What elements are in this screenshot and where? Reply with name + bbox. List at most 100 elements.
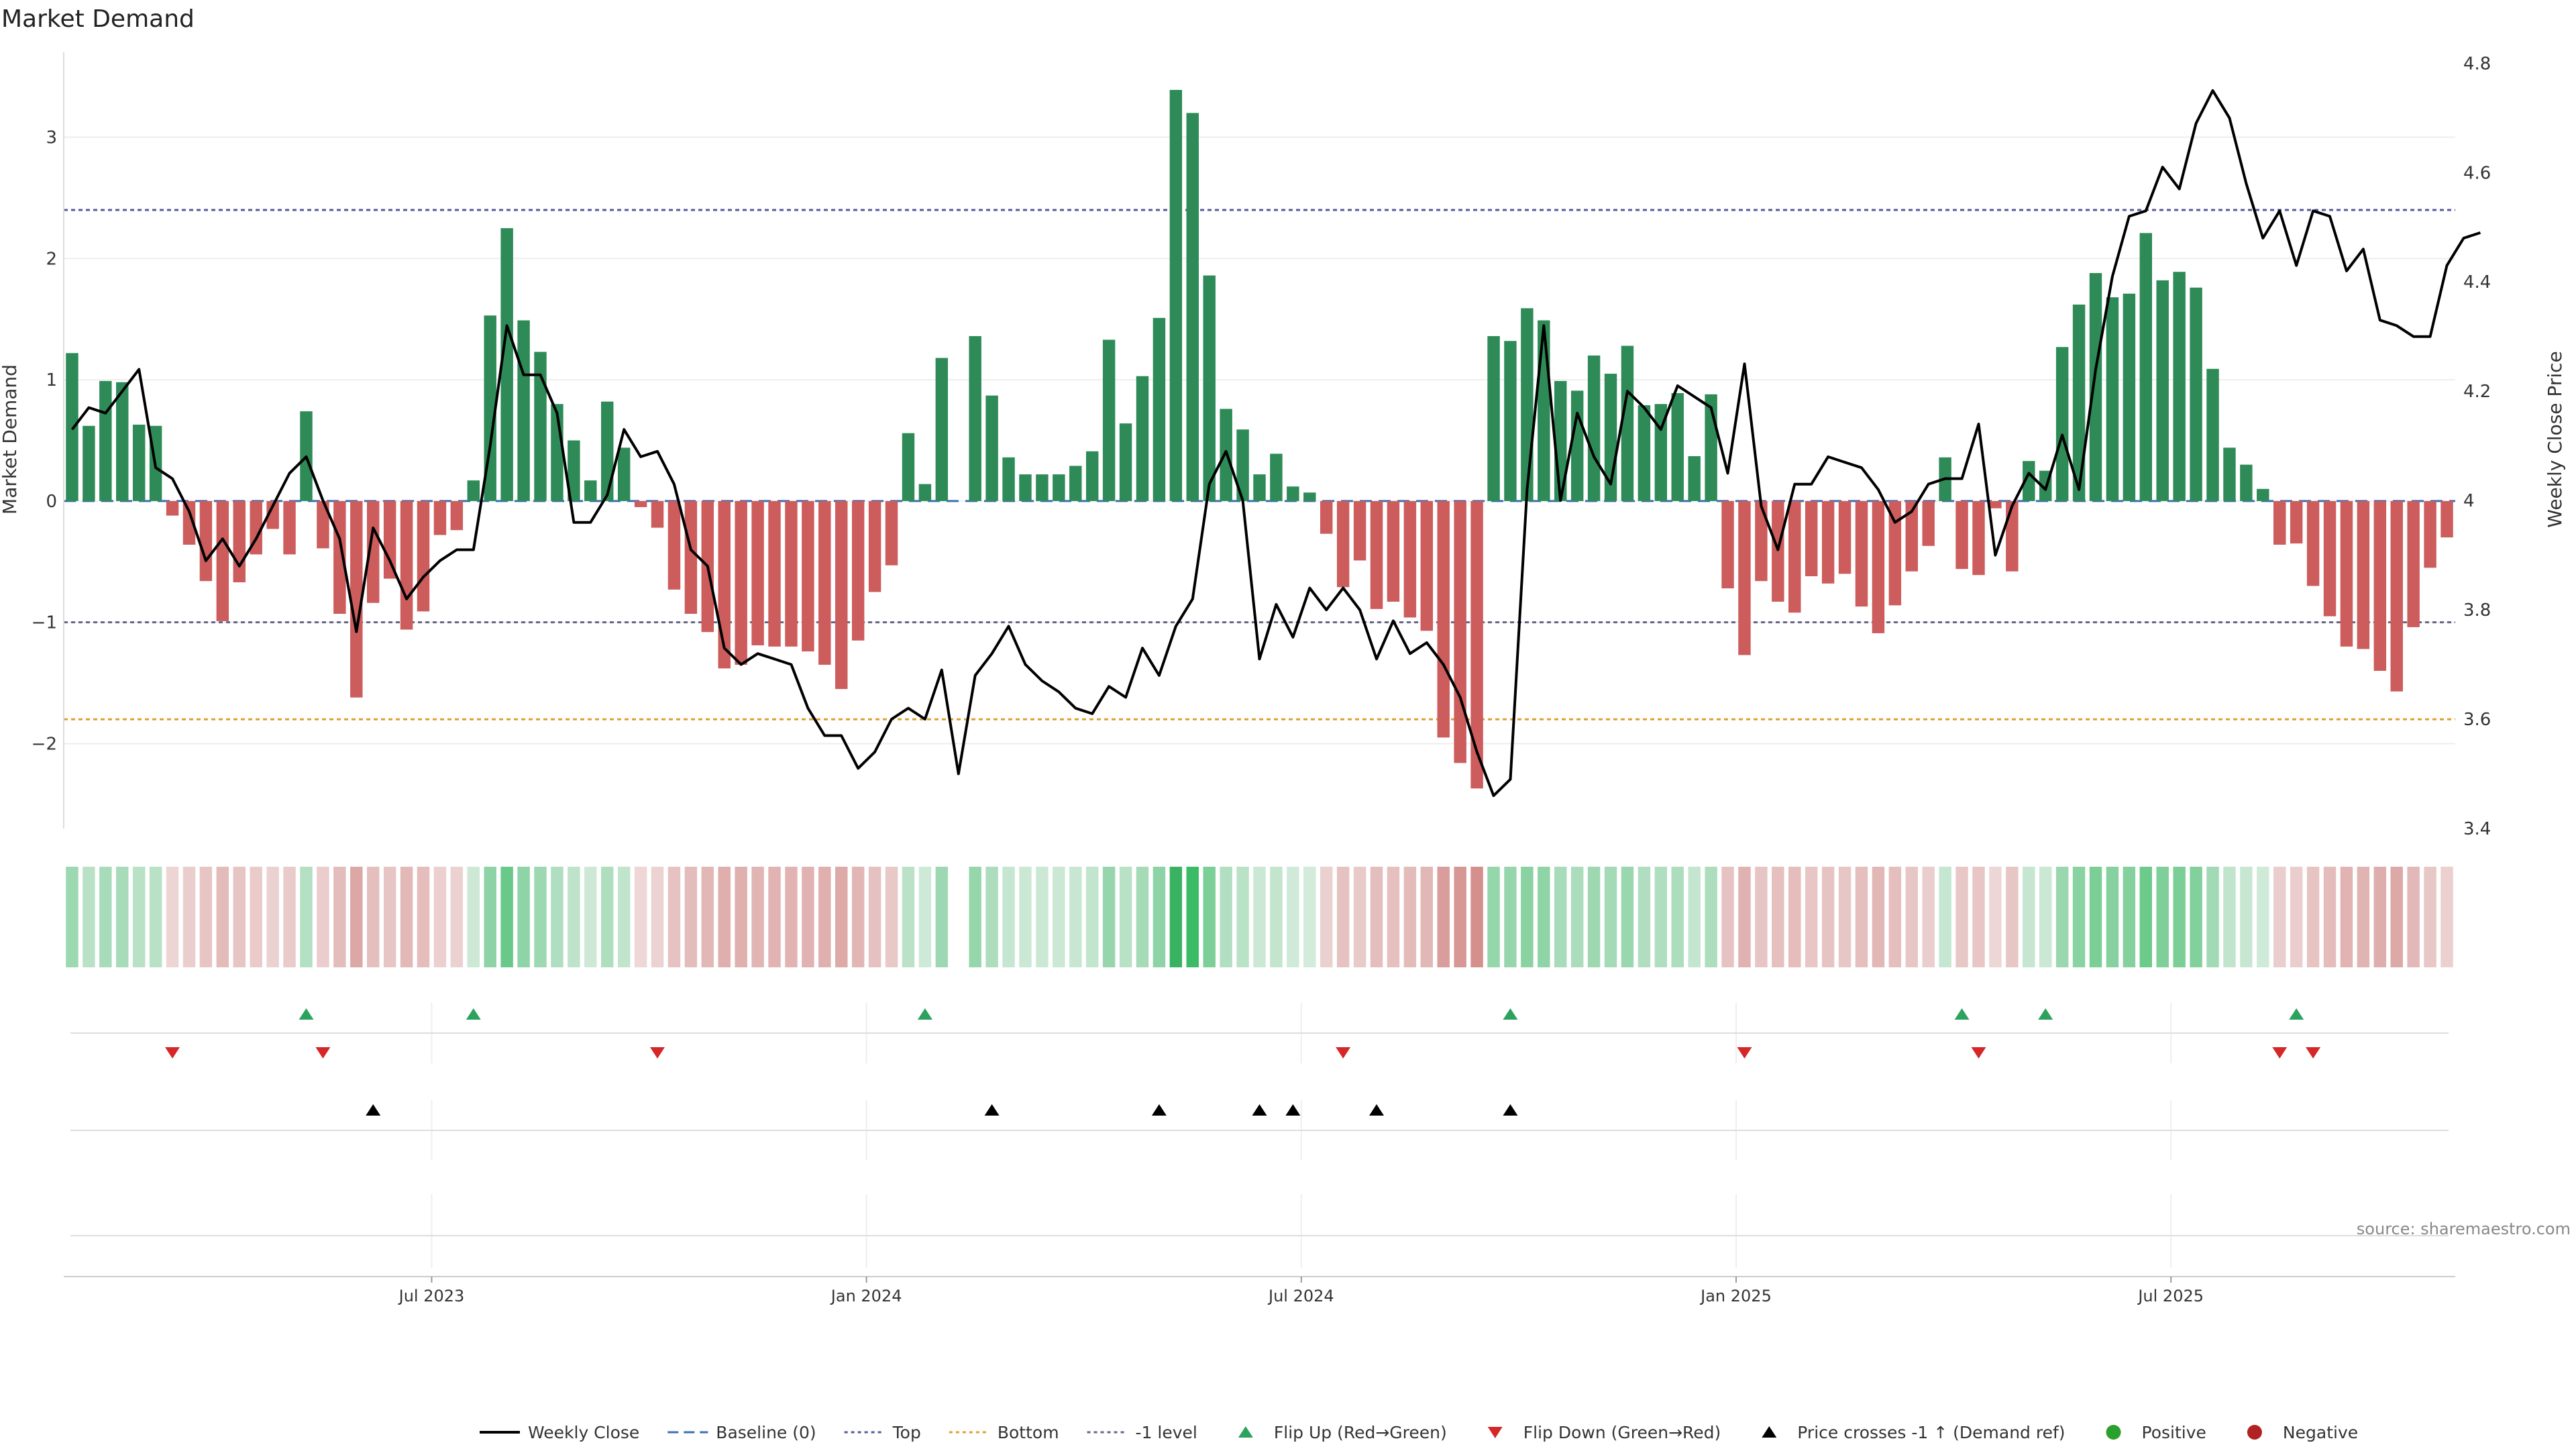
x-tick-label: Jan 2025: [1699, 1287, 1772, 1305]
demand-bar: [1721, 500, 1734, 589]
weekly-close-line: [70, 89, 2481, 798]
legend-swatch: [1238, 1426, 1253, 1438]
demand-bar: [1772, 500, 1784, 602]
flip-up-marker: [2289, 1008, 2304, 1020]
heat-cell: [684, 867, 698, 967]
demand-bar: [2257, 488, 2269, 501]
price-line: [70, 89, 2481, 798]
heat-cell: [2390, 867, 2403, 967]
right-tick-label: 4.8: [2463, 54, 2491, 74]
demand-bar: [1755, 500, 1768, 582]
heat-cell: [2089, 867, 2102, 967]
price-cross-marker: [1503, 1104, 1518, 1116]
heat-cell: [1772, 867, 1784, 967]
demand-bar: [1387, 500, 1400, 602]
demand-bar: [2055, 347, 2069, 501]
heat-cell: [2190, 867, 2202, 967]
x-tick-label: Jul 2025: [2137, 1287, 2204, 1305]
right-tick-label: 4.4: [2463, 272, 2491, 292]
heat-cell: [802, 867, 814, 967]
heat-cell: [1671, 867, 1684, 967]
empty-panel: [70, 1194, 2449, 1268]
heat-cell: [768, 867, 781, 967]
heat-cell: [199, 867, 213, 967]
heat-cell: [500, 867, 513, 967]
heat-cell: [1521, 867, 1534, 967]
heat-cell: [1705, 867, 1717, 967]
demand-bar: [2156, 280, 2169, 501]
legend-swatch: [2247, 1425, 2262, 1440]
heat-cell: [1922, 867, 1935, 967]
heat-cell: [1320, 867, 1333, 967]
flip-down-marker: [2272, 1047, 2288, 1059]
demand-bar: [1872, 500, 1885, 633]
demand-bar: [2240, 464, 2253, 501]
demand-bar: [601, 401, 614, 501]
heat-cell: [568, 867, 580, 967]
left-tick-label: 1: [46, 370, 57, 390]
demand-bar: [1437, 500, 1450, 738]
heat-cell: [149, 867, 162, 967]
heat-cell: [1152, 867, 1166, 967]
heat-cell: [66, 867, 78, 967]
heat-cell: [317, 867, 329, 967]
x-tick-label: Jul 2023: [398, 1287, 465, 1305]
flip-up-marker: [917, 1008, 932, 1020]
demand-bar: [534, 352, 547, 501]
demand-bar: [1587, 355, 1601, 501]
demand-bar: [2306, 500, 2320, 586]
demand-bar: [1370, 500, 1383, 609]
demand-bar: [2407, 500, 2420, 627]
heat-cell: [902, 867, 915, 967]
demand-bar: [1621, 345, 1634, 501]
heat-cell: [1303, 867, 1316, 967]
demand-bar: [1353, 500, 1366, 561]
demand-bar: [868, 500, 881, 592]
price-cross-marker: [366, 1104, 381, 1116]
heat-cell: [584, 867, 597, 967]
heat-cell: [1821, 867, 1835, 967]
demand-bar: [1788, 500, 1801, 613]
demand-bar: [233, 500, 246, 583]
demand-bar: [1403, 500, 1417, 618]
demand-bar: [2023, 461, 2035, 501]
heat-cell: [918, 867, 932, 967]
heat-cell: [350, 867, 363, 967]
flip-down-marker: [650, 1047, 665, 1059]
demand-bar: [1102, 339, 1116, 501]
heat-cell: [2139, 867, 2153, 967]
demand-bar: [1570, 390, 1584, 501]
heat-cell: [1805, 867, 1818, 967]
heat-cell: [1905, 867, 1918, 967]
left-tick-label: −1: [32, 613, 57, 633]
demand-bars: [66, 90, 2453, 789]
demand-bar: [651, 500, 664, 528]
demand-bar: [802, 500, 814, 652]
demand-bar: [250, 500, 262, 555]
flip-up-marker: [2038, 1008, 2053, 1020]
demand-bar: [2173, 272, 2186, 501]
heat-cell: [2223, 867, 2236, 967]
heat-cell: [1019, 867, 1032, 967]
heat-cell: [667, 867, 681, 967]
legend-swatch: [1487, 1427, 1503, 1438]
demand-bar: [851, 500, 865, 641]
heat-cell: [250, 867, 262, 967]
heat-cell: [2023, 867, 2035, 967]
demand-bar: [1470, 500, 1483, 789]
heat-cell: [1570, 867, 1584, 967]
heat-cell: [116, 867, 129, 967]
legend-label: Bottom: [998, 1423, 1059, 1442]
demand-bar: [467, 480, 480, 501]
demand-bar: [667, 500, 681, 590]
heat-cell: [1437, 867, 1450, 967]
flip-down-marker: [165, 1047, 180, 1059]
demand-bar: [818, 500, 831, 665]
demand-bar: [1053, 474, 1065, 501]
heat-cell: [2206, 867, 2219, 967]
heat-cell: [1387, 867, 1400, 967]
heat-cell: [2156, 867, 2169, 967]
left-axis-label: Market Demand: [0, 364, 21, 515]
demand-bar: [2357, 500, 2370, 649]
